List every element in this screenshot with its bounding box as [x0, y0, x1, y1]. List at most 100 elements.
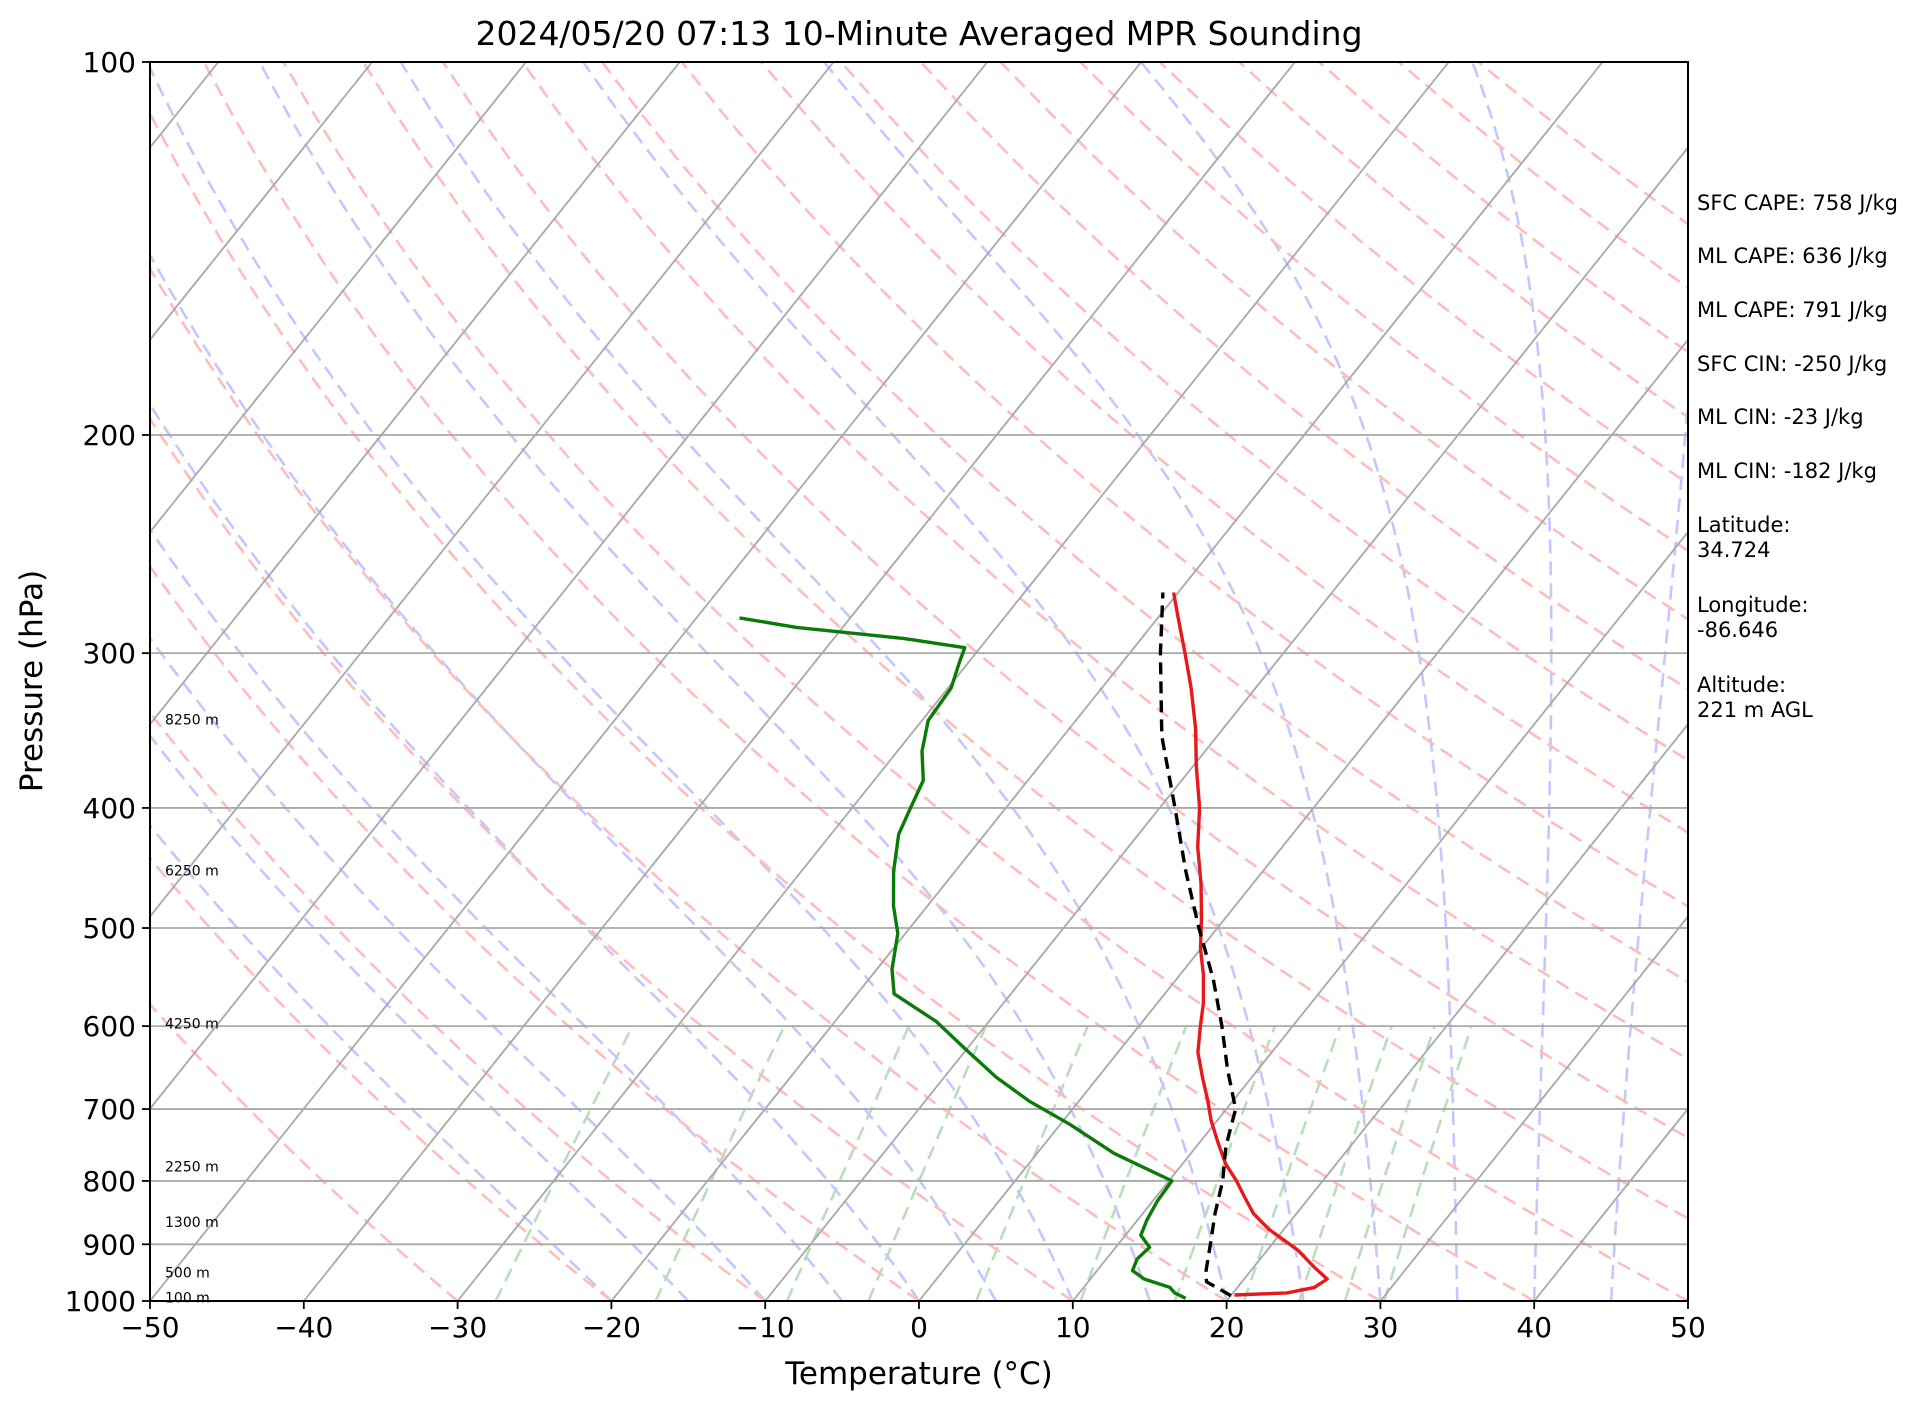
altitude-label: 500 m [165, 1265, 210, 1281]
y-tick-label: 900 [83, 1228, 136, 1261]
y-tick-label: 800 [83, 1165, 136, 1198]
series-dewpoint-line [739, 616, 1187, 1300]
info-latitude-value: 34.724 [1697, 538, 1770, 562]
moist-adiabat-line [399, 62, 1228, 1301]
mixing-ratio-line [1079, 1025, 1188, 1301]
x-axis-label: Temperature (°C) [784, 1356, 1053, 1392]
isotherm-line [150, 62, 373, 342]
isotherm-line [150, 62, 1142, 1301]
background-lines [150, 62, 1688, 1301]
x-tick-label: 10 [1055, 1311, 1091, 1344]
altitude-label: 8250 m [165, 713, 219, 729]
info-ml-cape-2: ML CAPE: 791 J/kg [1697, 298, 1888, 322]
y-tick-label: 300 [83, 637, 136, 670]
altitude-label: 1300 m [165, 1215, 219, 1231]
y-axis-ticks: 100 200 300 400 500 600 700 800 900 1000 [65, 46, 150, 1318]
series-parcel-line [1158, 592, 1238, 1298]
moist-adiabat-line [1139, 62, 1459, 1301]
isotherm-line [764, 146, 1688, 1301]
isotherm-line [150, 62, 527, 534]
x-tick-label: 0 [910, 1311, 928, 1344]
info-altitude-label: Altitude: [1697, 673, 1786, 697]
isobar-lines [150, 62, 1688, 1246]
series-temperature-line [1171, 592, 1329, 1297]
moist-adiabat-line [150, 733, 690, 1301]
isotherm-line [918, 338, 1688, 1301]
isotherm-lines [150, 62, 1688, 1301]
info-ml-cape: ML CAPE: 636 J/kg [1697, 244, 1888, 268]
altitude-labels: 100 m 500 m 1300 m 2250 m 4250 m 6250 m 8250 m [165, 713, 219, 1307]
isotherm-line [150, 62, 835, 918]
dry-adiabat-line [150, 1002, 459, 1301]
info-longitude-value: -86.646 [1697, 618, 1778, 642]
dry-adiabat-line [150, 416, 1074, 1301]
info-panel: SFC CAPE: 758 J/kg ML CAPE: 636 J/kg ML … [1697, 191, 1898, 722]
dry-adiabat-line [601, 62, 1688, 984]
info-longitude-label: Longitude: [1697, 593, 1809, 617]
altitude-label: 6250 m [165, 863, 219, 879]
info-latitude-label: Latitude: [1697, 513, 1791, 537]
x-tick-label: 50 [1670, 1311, 1706, 1344]
info-altitude-value: 221 m AGL [1697, 698, 1813, 722]
dry-adiabat-line [150, 265, 1228, 1301]
sounding-profiles [739, 592, 1329, 1300]
x-tick-label: −40 [274, 1311, 333, 1344]
moist-adiabat-line [1609, 386, 1688, 1301]
x-tick-label: −10 [736, 1311, 795, 1344]
chart-title: 2024/05/20 07:13 10-Minute Averaged MPR … [475, 14, 1362, 53]
dry-adiabat-line [150, 856, 613, 1301]
moist-adiabat-line [150, 252, 998, 1301]
info-ml-cin-2: ML CIN: -182 J/kg [1697, 459, 1877, 483]
isotherm-line [303, 62, 1296, 1301]
moist-adiabat-line [1471, 62, 1553, 1301]
y-tick-label: 600 [83, 1010, 136, 1043]
dry-adiabat-line [150, 564, 920, 1301]
info-sfc-cape: SFC CAPE: 758 J/kg [1697, 191, 1898, 215]
y-tick-label: 100 [83, 46, 136, 79]
dry-adiabat-line [521, 62, 1688, 1061]
moist-adiabat-line [258, 62, 1151, 1301]
info-ml-cin: ML CIN: -23 J/kg [1697, 405, 1864, 429]
isotherm-line [150, 62, 989, 1111]
mixing-ratio-line [1343, 1025, 1437, 1301]
y-tick-label: 700 [83, 1093, 136, 1126]
x-tick-label: 30 [1363, 1311, 1399, 1344]
altitude-label: 4250 m [165, 1016, 219, 1032]
x-tick-label: 40 [1516, 1311, 1552, 1344]
altitude-label: 100 m [165, 1290, 210, 1306]
dry-adiabat-line [150, 710, 766, 1301]
y-tick-label: 400 [83, 792, 136, 825]
isotherm-line [150, 62, 681, 726]
isotherm-line [1072, 530, 1688, 1301]
x-tick-label: −20 [582, 1311, 641, 1344]
dry-adiabat-line [150, 110, 1382, 1301]
dry-adiabat-line [202, 62, 1535, 1301]
y-tick-label: 200 [83, 419, 136, 452]
dry-adiabat-line [282, 62, 1688, 1301]
y-axis-label: Pressure (hPa) [14, 570, 50, 792]
y-tick-label: 500 [83, 912, 136, 945]
dry-adiabat-line [760, 62, 1688, 835]
x-tick-label: 20 [1209, 1311, 1245, 1344]
moist-adiabat-line [150, 402, 921, 1301]
y-tick-label: 1000 [65, 1285, 136, 1318]
dry-adiabat-line [999, 62, 1688, 621]
x-tick-label: −30 [428, 1311, 487, 1344]
x-tick-label: −50 [120, 1311, 179, 1344]
dry-adiabat-line [919, 62, 1688, 691]
moist-adiabat-line [823, 62, 1382, 1301]
moist-adiabat-line [582, 62, 1305, 1301]
mixing-ratio-line [1383, 1025, 1473, 1301]
dry-adiabat-line [680, 62, 1688, 909]
mixing-ratio-line [1173, 1025, 1277, 1301]
altitude-label: 2250 m [165, 1159, 219, 1175]
moist-adiabat-line [150, 635, 767, 1301]
dry-adiabat-line [361, 62, 1688, 1220]
mixing-ratio-line [1297, 1025, 1394, 1301]
isotherm-line [1225, 722, 1688, 1301]
moist-adiabat-line [150, 527, 844, 1301]
isotherm-line [1379, 915, 1688, 1301]
dry-adiabat-lines [150, 62, 1688, 1301]
info-sfc-cin: SFC CIN: -250 J/kg [1697, 352, 1887, 376]
